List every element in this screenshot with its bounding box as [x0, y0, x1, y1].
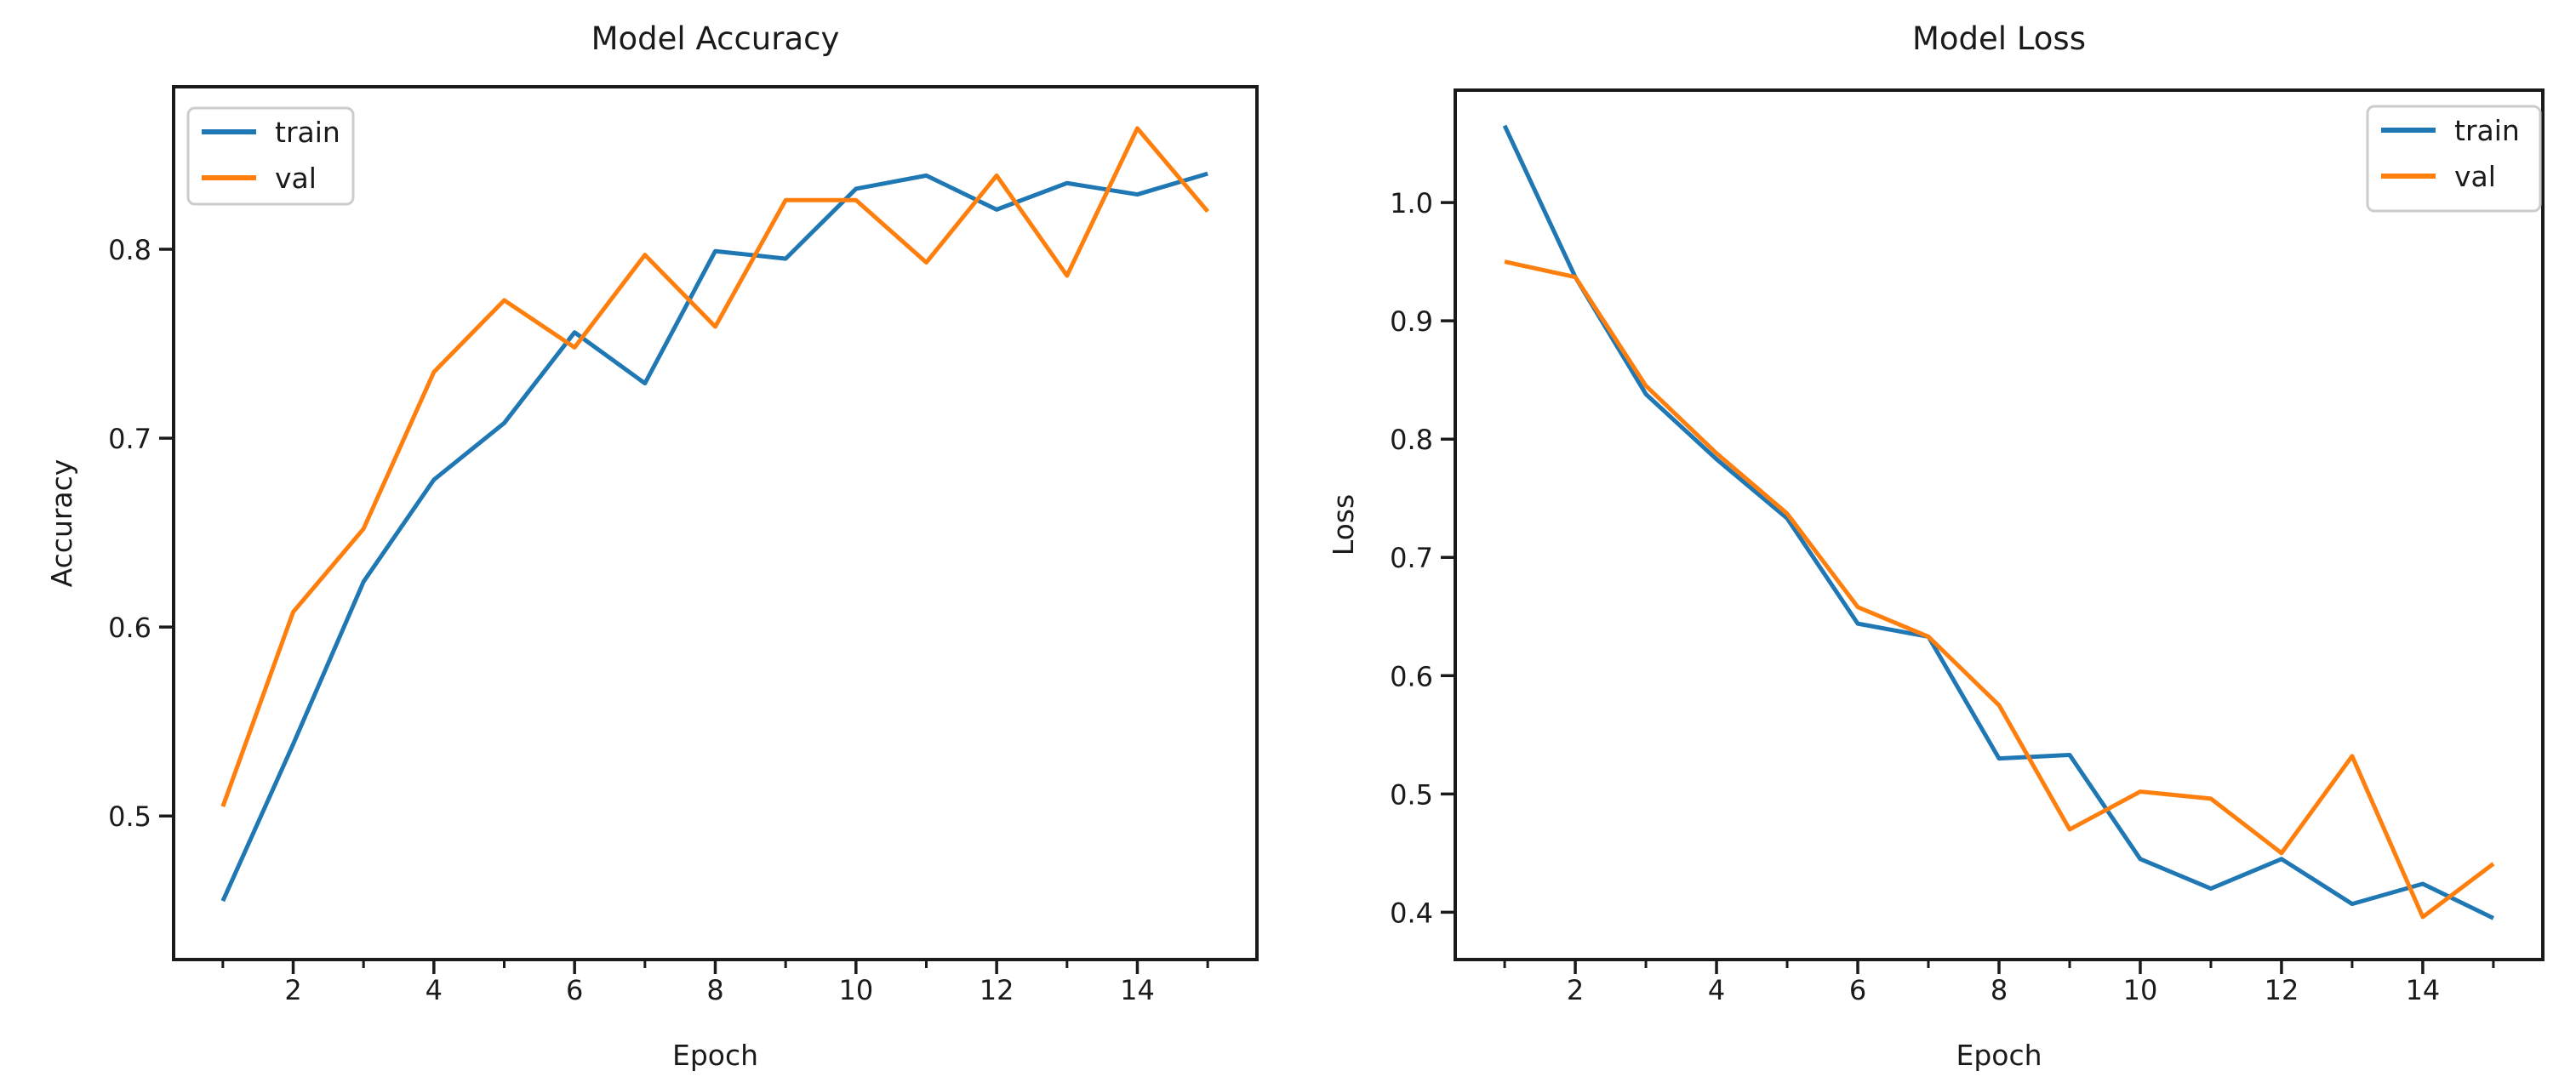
x-tick-label: 14: [2406, 974, 2441, 1006]
chart-title: Model Loss: [1912, 20, 2086, 57]
y-tick-label: 0.6: [1390, 660, 1433, 692]
x-tick-label: 4: [1708, 974, 1725, 1006]
chart-title: Model Accuracy: [591, 20, 840, 57]
y-tick-label: 0.9: [1390, 305, 1433, 338]
x-tick-label: 10: [2123, 974, 2158, 1006]
accuracy-chart: 2 4 6 8 10 12 14 0.5 0.6 0.7 0.8 Model Accuracy Epoc…: [45, 20, 1259, 1072]
x-tick-label: 12: [980, 974, 1014, 1006]
x-tick-label: 12: [2265, 974, 2299, 1006]
y-tick-label: 0.6: [108, 612, 151, 644]
x-tick-label: 6: [1849, 974, 1866, 1006]
legend-train-label: train: [2454, 114, 2520, 147]
x-tick-label: 2: [284, 974, 301, 1006]
legend-val-label: val: [2454, 160, 2496, 193]
x-tick-label: 6: [566, 974, 583, 1006]
legend-val-label: val: [275, 162, 317, 195]
x-axis-label: Epoch: [672, 1039, 758, 1072]
y-axis-label: Accuracy: [45, 459, 78, 588]
x-tick-label: 10: [838, 974, 873, 1006]
y-tick-label: 0.8: [1390, 424, 1433, 456]
x-tick-label: 2: [1567, 974, 1584, 1006]
x-tick-label: 8: [1991, 974, 2008, 1006]
x-axis-label: Epoch: [1956, 1039, 2042, 1072]
x-tick-label: 8: [706, 974, 723, 1006]
plot-area: [1454, 88, 2545, 961]
plot-area: [172, 85, 1259, 961]
val-line: [1504, 259, 2495, 920]
y-tick-label: 0.4: [1390, 897, 1433, 929]
y-tick-label: 0.8: [108, 234, 151, 266]
y-tick-label: 0.7: [1390, 542, 1433, 574]
val-line: [220, 126, 1210, 807]
x-tick-label: 4: [426, 974, 443, 1006]
legend-train-label: train: [275, 116, 340, 149]
x-tick-label: 14: [1120, 974, 1155, 1006]
y-tick-label: 0.5: [1390, 778, 1433, 811]
y-tick-label: 1.0: [1390, 187, 1433, 219]
y-tick-label: 0.7: [108, 423, 151, 455]
train-line: [1502, 124, 2495, 920]
y-tick-label: 0.5: [108, 800, 151, 833]
y-axis-label: Loss: [1327, 494, 1360, 555]
loss-chart: 2 4 6 8 10 12 14 0.4 0.5 0.6 0.7 0.8 0.9 1.0 Model Los…: [1327, 20, 2545, 1072]
train-line: [220, 171, 1208, 903]
